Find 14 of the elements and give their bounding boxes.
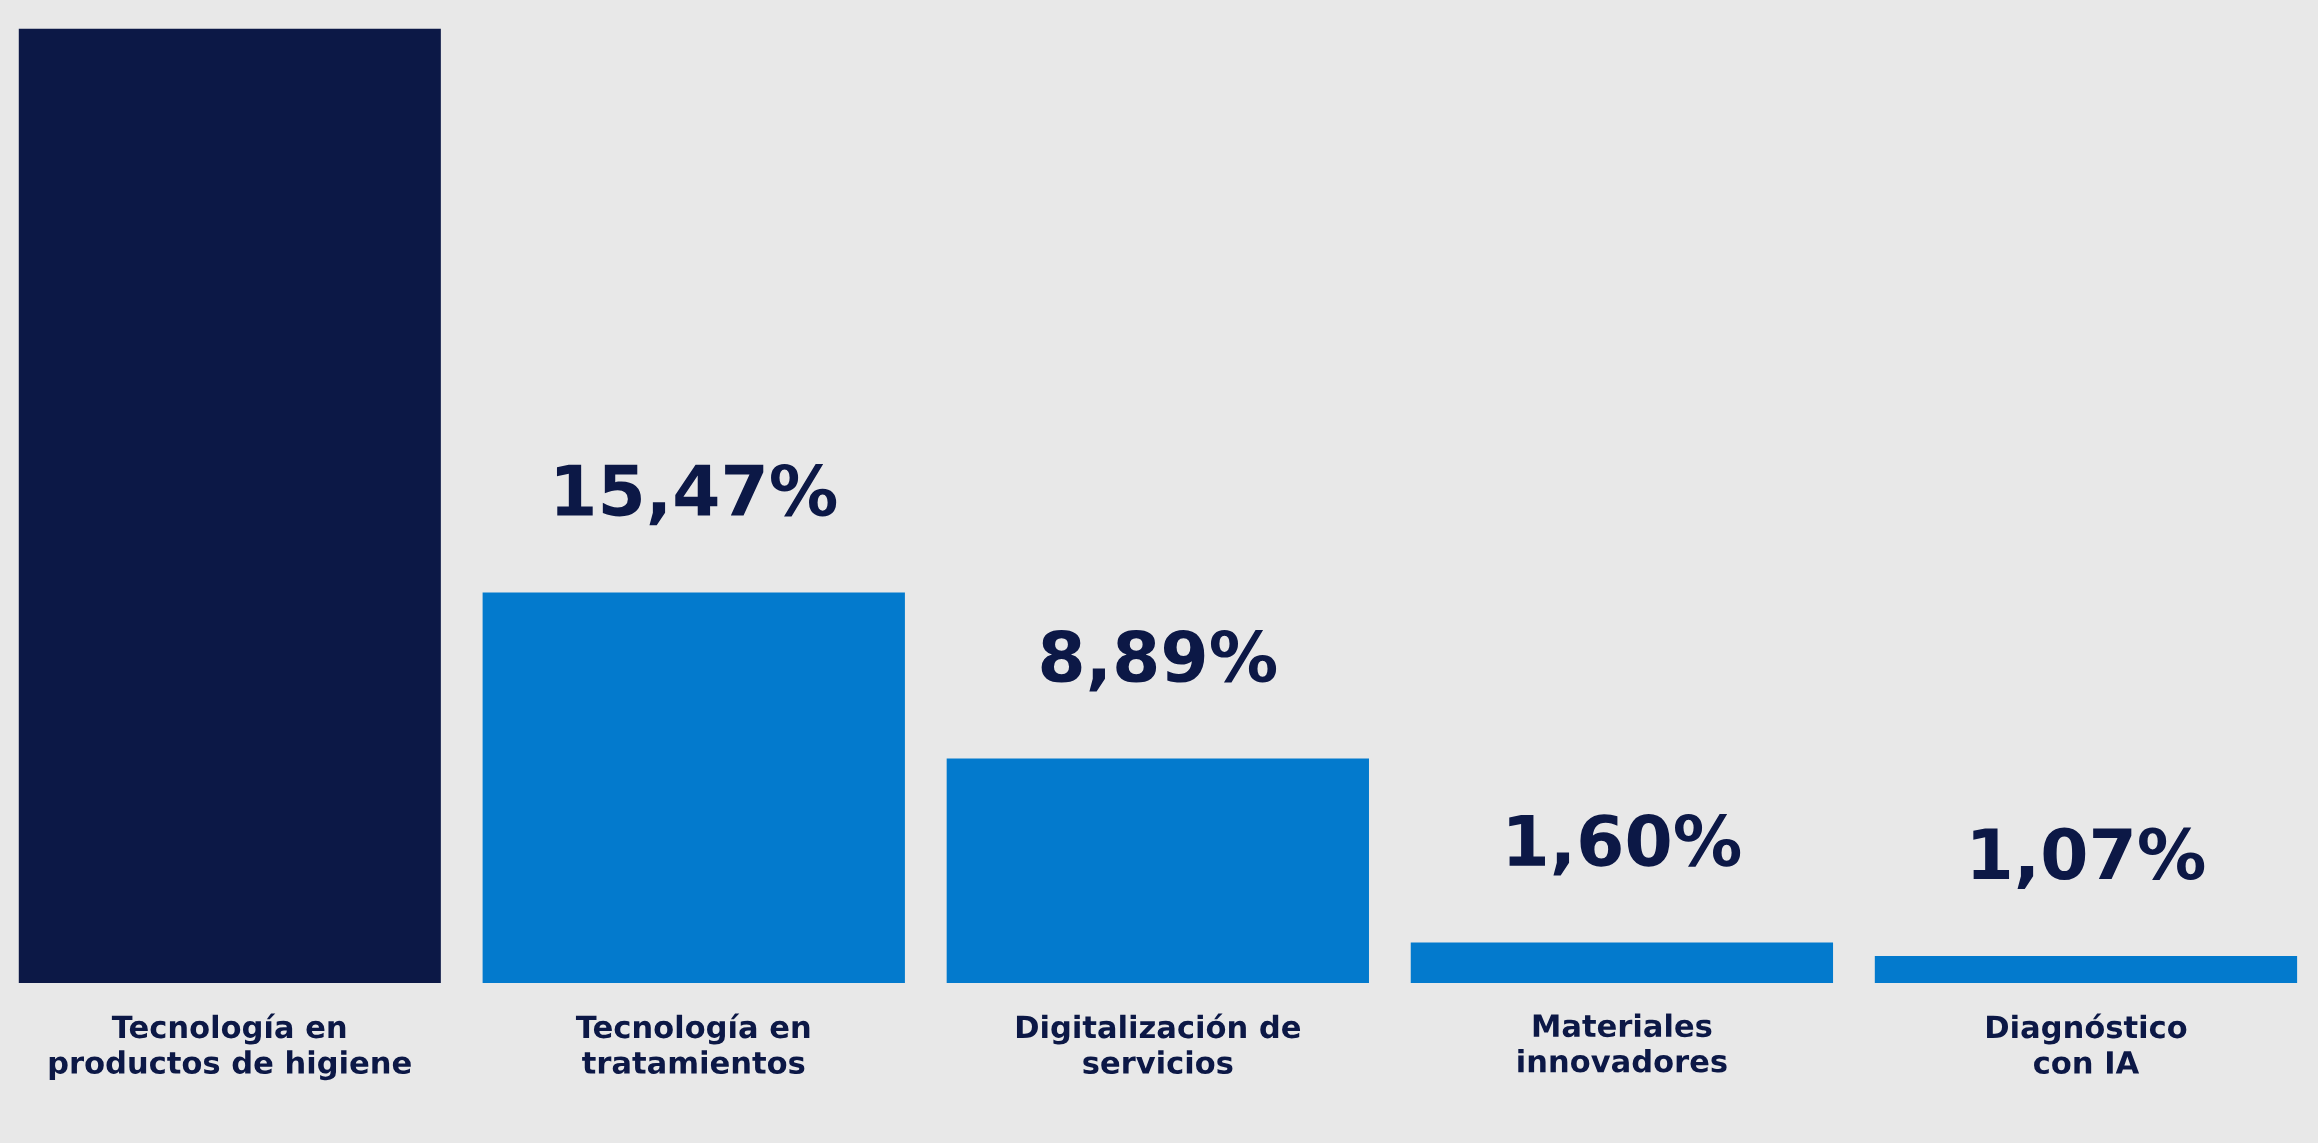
data-label: 8,89% bbox=[1041, 630, 1277, 692]
bar bbox=[1874, 955, 2298, 983]
data-label: 1,07% bbox=[1973, 827, 2205, 889]
x-tick-label: Digitalización de servicios bbox=[1016, 1013, 1301, 1075]
bar bbox=[18, 28, 441, 983]
x-tick-label: Materiales innovadores bbox=[1518, 1013, 1727, 1073]
x-tick-label: Tecnología en tratamientos bbox=[575, 1013, 810, 1075]
data-label: 15,47% bbox=[556, 463, 837, 526]
bar bbox=[1410, 942, 1834, 983]
bar bbox=[482, 592, 905, 983]
x-tick-label: Diagnóstico con IA bbox=[1987, 1013, 2187, 1075]
bar bbox=[946, 758, 1369, 983]
data-label: 1,60% bbox=[1509, 814, 1741, 876]
x-tick-label: Tecnología en productos de higiene bbox=[49, 1013, 411, 1081]
